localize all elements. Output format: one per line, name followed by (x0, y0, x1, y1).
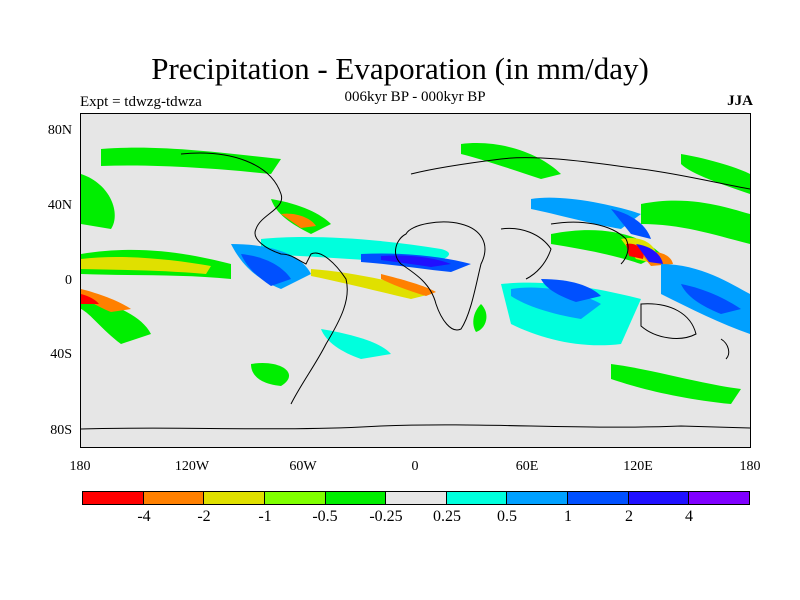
colorbar-label: 4 (685, 508, 693, 525)
field-darkblue (381, 244, 663, 267)
lat-label: 40S (50, 347, 72, 362)
colorbar-swatch (143, 492, 205, 504)
colorbar-swatch (628, 492, 690, 504)
plot-title: Precipitation - Evaporation (in mm/day) (151, 51, 649, 86)
colorbar-label: 2 (625, 508, 633, 525)
colorbar-swatch (204, 492, 265, 504)
coastlines (81, 152, 750, 430)
lon-label: 180 (739, 459, 761, 474)
colorbar-swatch (689, 492, 750, 504)
lon-label: 120W (174, 459, 210, 474)
colorbar-label: -1 (258, 508, 272, 525)
colorbar-label: 0.25 (433, 508, 461, 525)
field-green (81, 143, 750, 404)
colorbar-swatch (507, 492, 569, 504)
colorbar-swatch (386, 492, 447, 504)
plot-subtitle: 006kyr BP - 000kyr BP (344, 89, 486, 105)
colorbar-swatch (568, 492, 629, 504)
colorbar-label: -4 (137, 508, 151, 525)
map-field (81, 143, 750, 430)
lat-label: 40N (47, 198, 72, 213)
lon-label: 60E (515, 459, 539, 474)
colorbar-label: 1 (564, 508, 572, 525)
experiment-label: Expt = tdwzg-tdwza (80, 94, 202, 110)
colorbar-label: 0.5 (497, 508, 517, 525)
lon-label: 0 (411, 459, 419, 474)
colorbar-swatch (83, 492, 144, 504)
lat-label: 80S (50, 423, 72, 438)
world-map (80, 113, 751, 448)
colorbar-label: -0.5 (312, 508, 338, 525)
lat-label: 80N (47, 123, 72, 138)
colorbar-swatch (446, 492, 508, 504)
lon-label: 180 (69, 459, 91, 474)
season-label: JJA (727, 93, 753, 109)
colorbar (82, 491, 750, 505)
lon-label: 60W (289, 459, 317, 474)
colorbar-label: -0.25 (369, 508, 403, 525)
colorbar-swatch (264, 492, 326, 504)
lon-label: 120E (623, 459, 653, 474)
lat-label: 0 (65, 273, 72, 288)
colorbar-label: -2 (197, 508, 211, 525)
colorbar-swatch (325, 492, 387, 504)
